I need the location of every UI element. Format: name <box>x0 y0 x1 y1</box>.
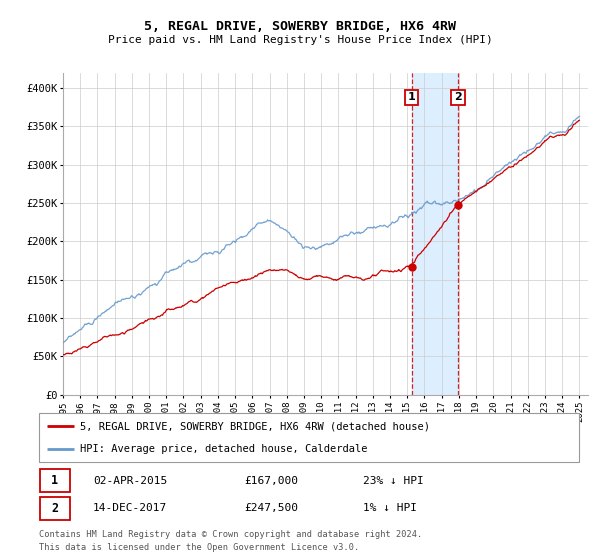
Text: 2: 2 <box>52 502 58 515</box>
Bar <box>412 73 458 395</box>
Text: 1: 1 <box>52 474 58 487</box>
Text: 02-APR-2015: 02-APR-2015 <box>93 476 167 486</box>
Text: 2: 2 <box>454 92 462 102</box>
Text: 5, REGAL DRIVE, SOWERBY BRIDGE, HX6 4RW: 5, REGAL DRIVE, SOWERBY BRIDGE, HX6 4RW <box>144 20 456 32</box>
Text: Contains HM Land Registry data © Crown copyright and database right 2024.: Contains HM Land Registry data © Crown c… <box>39 530 422 539</box>
Text: HPI: Average price, detached house, Calderdale: HPI: Average price, detached house, Cald… <box>79 444 367 454</box>
Text: 14-DEC-2017: 14-DEC-2017 <box>93 503 167 513</box>
Text: £247,500: £247,500 <box>244 503 298 513</box>
Text: 23% ↓ HPI: 23% ↓ HPI <box>363 476 424 486</box>
Text: Price paid vs. HM Land Registry's House Price Index (HPI): Price paid vs. HM Land Registry's House … <box>107 35 493 45</box>
Text: 1% ↓ HPI: 1% ↓ HPI <box>363 503 417 513</box>
Text: £167,000: £167,000 <box>244 476 298 486</box>
FancyBboxPatch shape <box>39 413 579 462</box>
Text: 5, REGAL DRIVE, SOWERBY BRIDGE, HX6 4RW (detached house): 5, REGAL DRIVE, SOWERBY BRIDGE, HX6 4RW … <box>79 421 430 431</box>
Text: 1: 1 <box>407 92 415 102</box>
Text: This data is licensed under the Open Government Licence v3.0.: This data is licensed under the Open Gov… <box>39 543 359 552</box>
FancyBboxPatch shape <box>40 469 70 492</box>
FancyBboxPatch shape <box>40 497 70 520</box>
